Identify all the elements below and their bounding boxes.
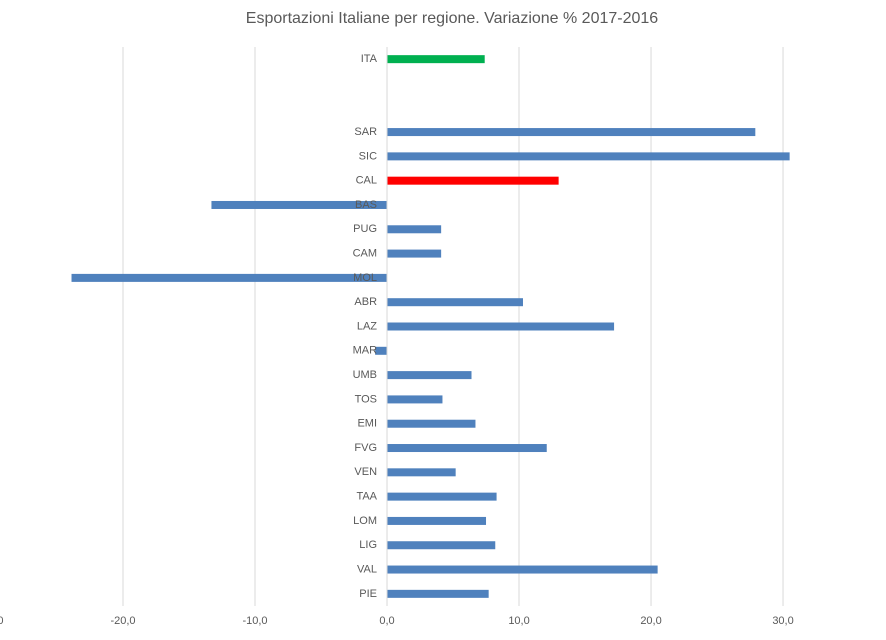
- bar: [387, 565, 658, 574]
- bar: [387, 225, 442, 234]
- y-tick-label: TOS: [355, 393, 377, 405]
- bar: [387, 152, 790, 161]
- bar: [387, 419, 476, 428]
- y-tick-label: LIG: [359, 539, 377, 551]
- bar: [71, 273, 388, 282]
- y-tick-label: UMB: [353, 369, 377, 381]
- y-tick-label: CAM: [353, 247, 377, 259]
- x-tick-label: 0,0: [379, 615, 394, 627]
- bar: [387, 128, 756, 137]
- chart-title: Esportazioni Italiane per regione. Varia…: [246, 10, 659, 27]
- y-tick-label: CAL: [356, 175, 377, 187]
- bar: [387, 371, 472, 380]
- bar: [387, 395, 443, 404]
- y-tick-label: VEN: [354, 466, 377, 478]
- x-tick-label: -20,0: [110, 615, 135, 627]
- bar: [387, 492, 497, 501]
- y-tick-label: PIE: [359, 588, 377, 600]
- y-tick-label: MOL: [353, 272, 377, 284]
- bar: [387, 444, 547, 453]
- y-tick-label: FVG: [354, 442, 377, 454]
- bar: [387, 468, 456, 477]
- y-tick-label: EMI: [357, 418, 377, 430]
- bar: [375, 346, 388, 355]
- y-tick-label: BAS: [355, 199, 377, 211]
- bar: [387, 516, 487, 525]
- y-tick-label: TAA: [356, 491, 377, 503]
- x-tick-label: 30,0: [772, 615, 793, 627]
- y-tick-label: LAZ: [357, 320, 377, 332]
- y-tick-label: PUG: [353, 223, 377, 235]
- y-tick-label: SIC: [359, 150, 377, 162]
- x-tick-label: -30,0: [0, 615, 4, 627]
- y-tick-label: ABR: [354, 296, 377, 308]
- x-tick-label: 10,0: [508, 615, 529, 627]
- x-tick-label: 20,0: [640, 615, 661, 627]
- bar: [211, 200, 388, 209]
- y-tick-label: LOM: [353, 515, 377, 527]
- y-tick-label: SAR: [354, 126, 377, 138]
- y-tick-label: MAR: [353, 345, 378, 357]
- bar: [387, 322, 615, 331]
- y-tick-label: ITA: [361, 53, 378, 65]
- bar: [387, 55, 485, 64]
- bar: [387, 541, 496, 550]
- x-tick-label: -10,0: [242, 615, 267, 627]
- y-tick-label: VAL: [357, 563, 377, 575]
- bar: [387, 589, 489, 598]
- bar: [387, 176, 559, 185]
- bar: [387, 249, 442, 258]
- bar: [387, 298, 523, 307]
